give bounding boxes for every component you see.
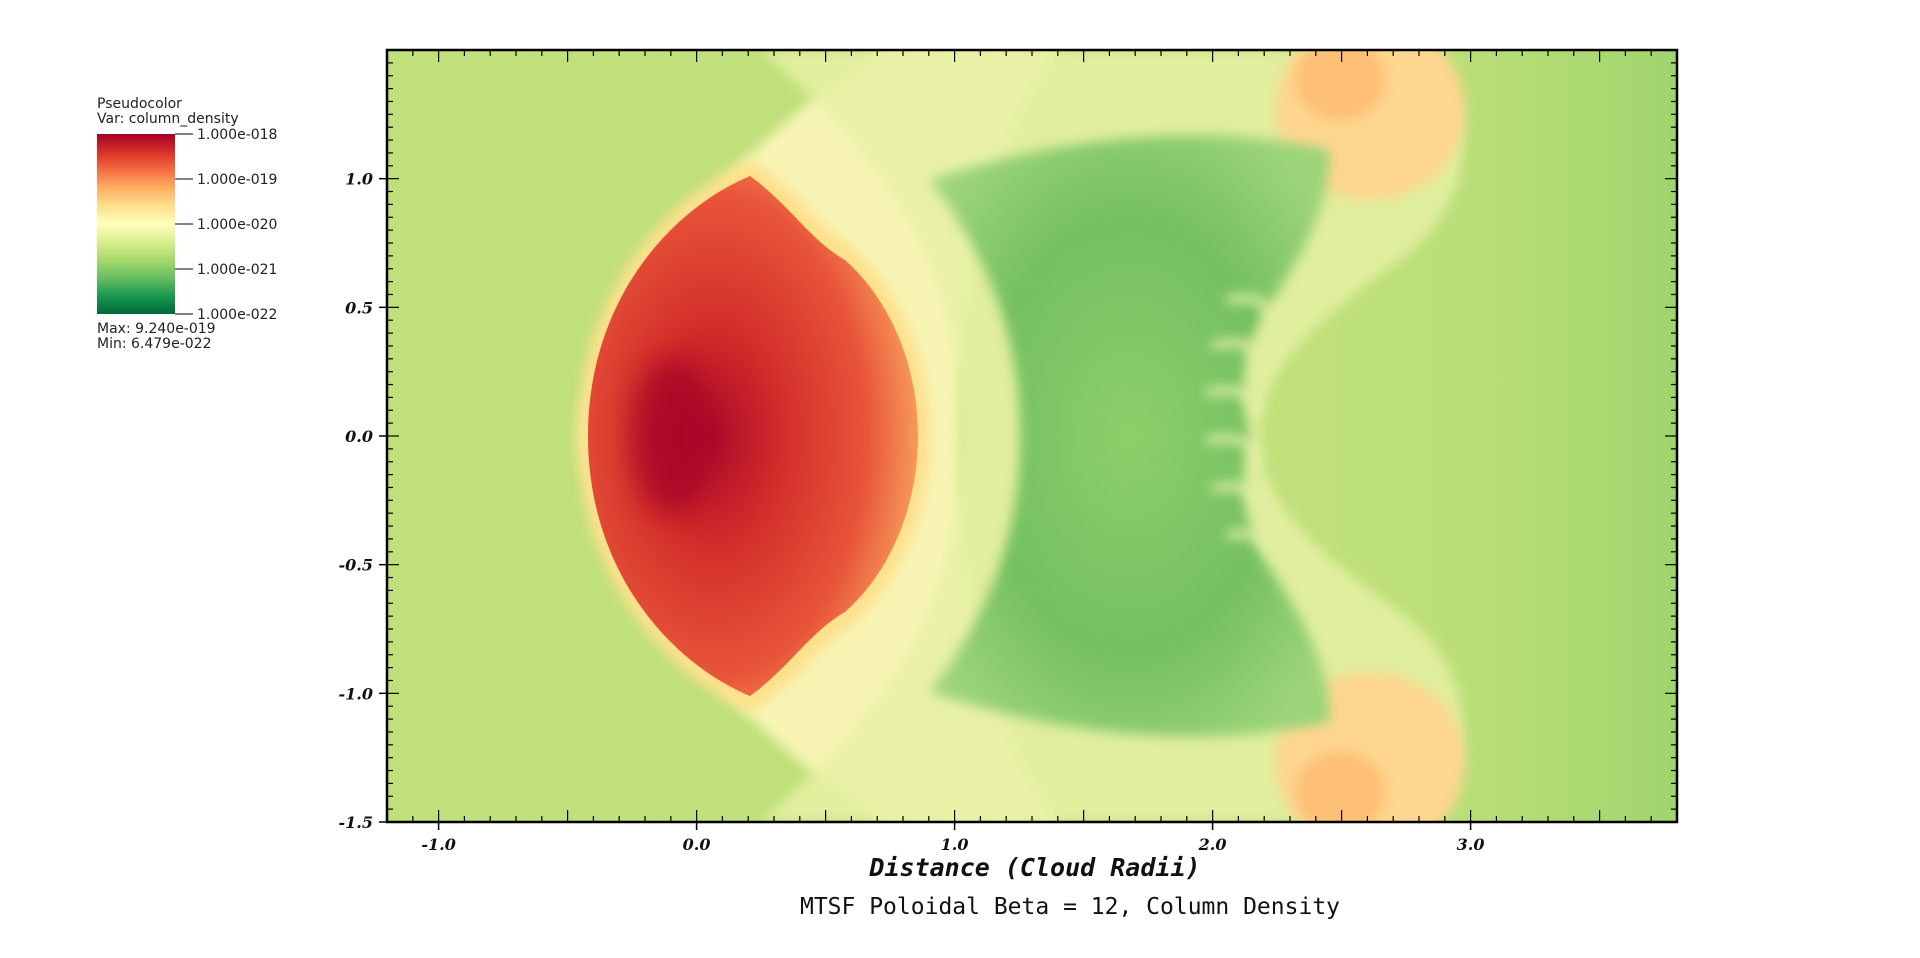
- x-axis-title: Distance (Cloud Radii): [868, 853, 1200, 882]
- y-axis: 1.0 0.5 0.0 -0.5 -1.0 -1.5: [339, 49, 1677, 832]
- cloud-core: [632, 356, 712, 516]
- colorbar-tick-label: 1.000e-022: [197, 307, 277, 323]
- x-tick-label: 2.0: [1198, 835, 1227, 854]
- legend-plot-type: Pseudocolor: [97, 96, 182, 112]
- colorbar-tick-label: 1.000e-020: [197, 217, 277, 233]
- x-tick-label: 3.0: [1457, 835, 1485, 854]
- legend-variable: Var: column_density: [97, 111, 239, 127]
- legend-min: Min: 6.479e-022: [97, 336, 211, 352]
- legend-max: Max: 9.240e-019: [97, 321, 216, 337]
- y-tick-label: 1.0: [345, 170, 373, 189]
- colorbar: [97, 134, 175, 314]
- colorbar-ticks: 1.000e-018 1.000e-019 1.000e-020 1.000e-021…: [175, 127, 277, 323]
- colorbar-tick-label: 1.000e-019: [197, 172, 277, 188]
- x-tick-label: -1.0: [421, 835, 455, 854]
- legend: Pseudocolor Var: column_density 1.000e-0…: [97, 96, 277, 352]
- instability-ripples: [1205, 293, 1275, 558]
- y-tick-label: -1.0: [339, 684, 373, 703]
- cloud-body: [588, 176, 918, 696]
- x-tick-label: 1.0: [941, 835, 969, 854]
- y-tick-label: 0.0: [345, 427, 373, 446]
- colorbar-tick-label: 1.000e-021: [197, 262, 277, 278]
- x-axis: -1.0 0.0 1.0 2.0 3.0: [386, 50, 1678, 854]
- lower-vortex-core: [1295, 752, 1385, 822]
- y-tick-label: -1.5: [339, 813, 373, 832]
- y-tick-label: -0.5: [339, 556, 373, 575]
- y-tick-label: 0.5: [345, 298, 373, 317]
- tail-cavity: [930, 135, 1330, 737]
- plot-title: MTSF Poloidal Beta = 12, Column Density: [800, 894, 1340, 920]
- colorbar-tick-label: 1.000e-018: [197, 127, 277, 143]
- upper-vortex-core: [1295, 50, 1385, 120]
- plot-field: [387, 50, 1677, 822]
- x-tick-label: 0.0: [683, 835, 711, 854]
